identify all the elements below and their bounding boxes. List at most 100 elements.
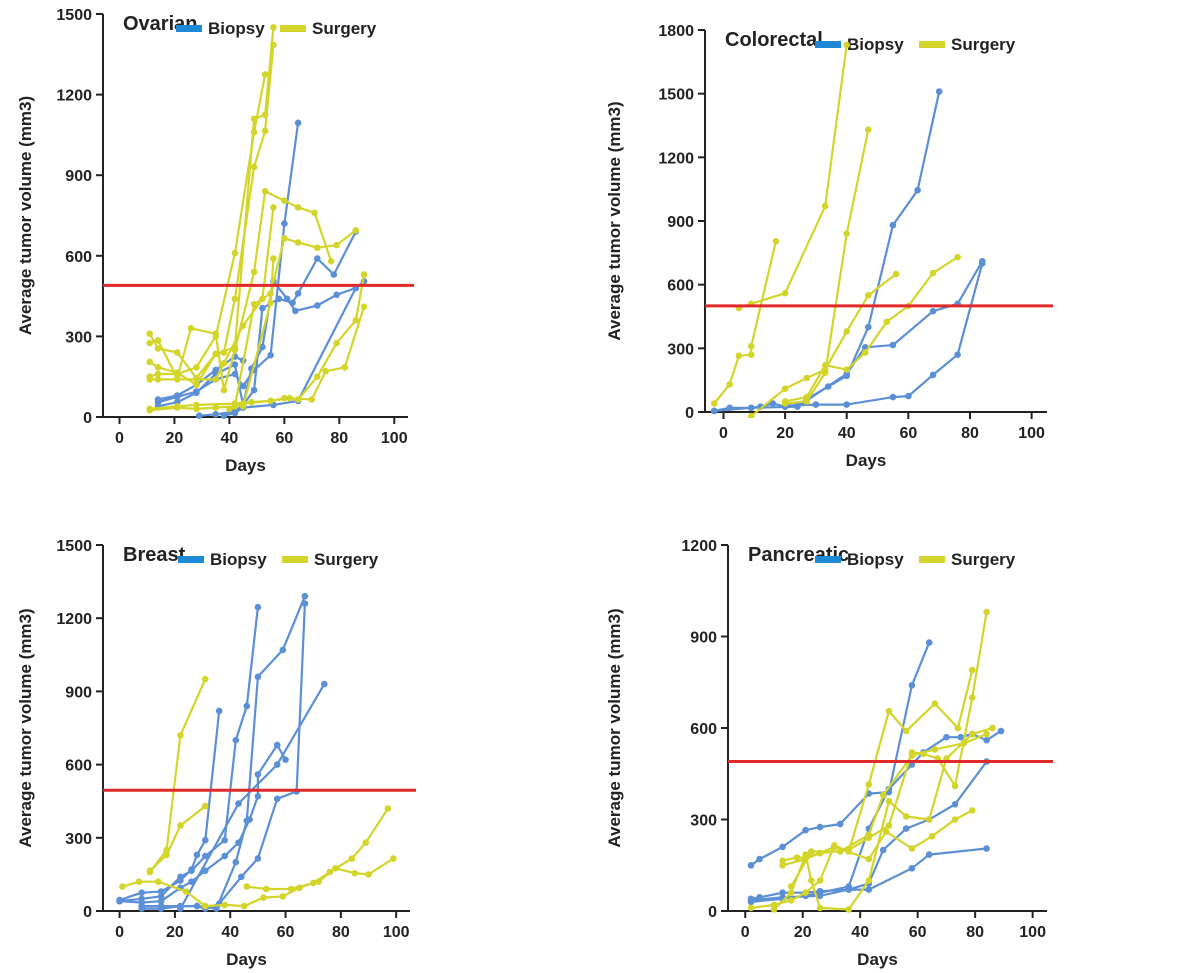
data-point-surgery [821,202,829,210]
data-point-surgery [779,862,786,869]
data-point-surgery [960,740,967,747]
data-point-surgery [787,897,795,904]
data-point-surgery [747,342,755,350]
x-tick-label: 80 [330,430,348,447]
data-point-biopsy [213,905,220,912]
x-tick-label: 40 [220,430,238,447]
data-point-surgery [710,400,718,407]
data-point-surgery [202,802,209,810]
data-point-surgery [154,364,162,371]
data-point-biopsy [157,893,165,900]
data-point-biopsy [779,843,786,851]
legend-swatch-surgery [282,556,308,563]
data-point-surgery [925,816,933,823]
data-point-biopsy [202,852,209,860]
data-point-biopsy [914,186,921,194]
data-point-surgery [803,374,810,382]
data-point-biopsy [195,412,203,420]
data-point-surgery [163,846,170,854]
x-tick-label: 60 [275,430,293,447]
y-tick-label: 0 [685,405,694,422]
series-line-surgery-7 [149,678,207,873]
data-point-biopsy [250,386,258,394]
data-point-biopsy [282,756,289,763]
series-line-surgery-8 [790,733,988,888]
data-point-surgery [294,204,302,211]
series-line-biopsy-3 [750,847,987,902]
data-point-surgery [908,752,916,759]
data-point-surgery [969,694,976,701]
data-point-surgery [885,822,893,829]
data-point-surgery [270,41,277,49]
data-point-surgery [226,405,233,413]
data-point-surgery [348,855,356,862]
data-point-surgery [816,877,824,884]
data-point-surgery [220,360,228,367]
data-point-surgery [808,848,815,855]
chart-panel-ovarian: Ovarian Biopsy Surgery 0 300 600 900 1200 1500 0 2… [0,0,588,486]
data-point-surgery [892,270,900,278]
data-point-surgery [747,904,755,912]
x-tick-label: 80 [966,924,984,941]
data-point-biopsy [193,902,201,910]
legend-label-biopsy: Biopsy [847,35,904,54]
data-point-biopsy [273,795,281,803]
x-tick-label: 80 [961,425,979,442]
data-point-biopsy [292,307,299,315]
series-line-surgery-3 [713,240,777,405]
legend-label-surgery: Surgery [951,35,1016,54]
x-tick-label: 20 [776,425,794,442]
data-point-surgery [885,797,893,805]
data-point-surgery [267,299,274,307]
data-point-surgery [270,204,277,211]
data-point-biopsy [138,889,145,896]
data-point-biopsy [138,905,145,912]
data-point-biopsy [215,707,223,715]
data-point-surgery [119,883,126,890]
data-point-surgery [146,868,154,876]
data-point-surgery [221,901,228,909]
data-point-surgery [989,724,996,732]
data-point-surgery [770,906,778,913]
data-point-surgery [154,370,162,378]
data-point-biopsy [177,905,184,912]
y-tick-label: 600 [65,758,92,775]
data-point-biopsy [275,295,283,303]
data-point-biopsy [267,351,274,359]
y-axis-label: Average tumor volume (mm3) [605,608,624,847]
data-point-surgery [969,807,976,814]
data-point-biopsy [294,290,302,297]
y-tick-label: 1500 [56,7,92,24]
x-axis-label: Days [857,950,898,969]
data-point-surgery [314,373,321,381]
data-point-surgery [390,855,397,862]
data-point-biopsy [836,820,844,828]
data-point-biopsy [301,592,309,600]
series-line-surgery-5 [782,611,988,867]
plot-area [146,24,368,420]
y-tick-label: 300 [65,831,92,848]
data-point-biopsy [193,851,201,859]
data-point-surgery [969,666,976,674]
x-axis-label: Days [226,950,267,969]
data-point-surgery [865,781,873,788]
chart-panel-breast: Breast Biopsy Surgery 0 300 600 900 1200 1500 0 20… [0,487,588,973]
data-point-surgery [135,878,143,885]
legend-swatch-surgery [919,556,945,563]
series-line-surgery-9 [149,207,275,381]
x-axis-label: Days [225,456,266,475]
data-point-surgery [816,904,824,912]
legend-label-biopsy: Biopsy [208,19,265,38]
data-point-surgery [154,376,162,383]
data-point-surgery [193,401,200,409]
data-point-biopsy [802,826,809,834]
data-point-biopsy [154,396,162,403]
series-line-surgery-7 [784,256,959,403]
data-point-surgery [146,339,153,347]
data-point-surgery [735,352,743,360]
data-point-surgery [327,257,335,265]
chart-panel-pancreatic: Pancreatic Biopsy Surgery 0 300 600 900 1200 0 20… [589,487,1177,973]
data-point-biopsy [157,888,165,895]
legend-swatch-biopsy [176,25,202,32]
